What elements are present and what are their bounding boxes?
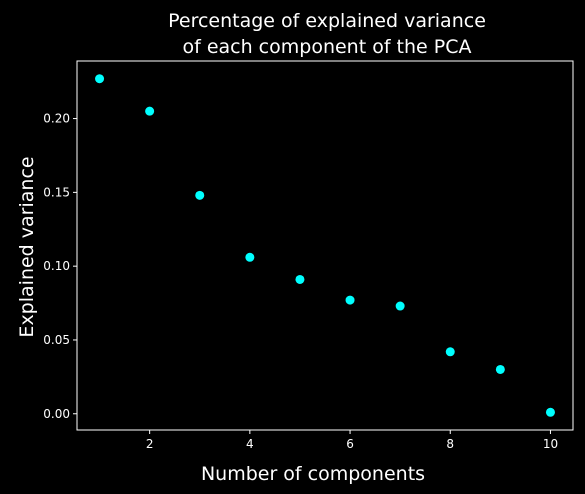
plot-area-frame	[76, 60, 574, 431]
data-point	[245, 252, 255, 262]
ticks-layer: 2 4 6 8 10 0.00 0.05 0.10 0.15 0.20	[43, 112, 558, 451]
x-tick-label: 2	[146, 437, 154, 451]
y-axis-label: Explained variance	[16, 156, 38, 337]
y-tick-label: 0.20	[43, 112, 70, 126]
data-point	[145, 106, 155, 116]
y-tick-label: 0.05	[43, 333, 70, 347]
y-tick-label: 0.10	[43, 259, 70, 273]
data-point	[295, 274, 305, 284]
data-point	[345, 295, 355, 305]
chart-title-line-1: Percentage of explained variance	[168, 10, 486, 32]
y-tick-label: 0.00	[43, 407, 70, 421]
data-point	[545, 407, 555, 417]
data-point	[395, 301, 405, 311]
data-point	[495, 364, 505, 374]
data-point	[445, 347, 455, 357]
y-tick-label: 0.15	[43, 185, 70, 199]
x-tick-label: 10	[543, 437, 558, 451]
data-point	[95, 74, 105, 84]
x-tick-label: 4	[246, 437, 254, 451]
points-layer	[95, 74, 555, 417]
data-point	[195, 190, 205, 200]
chart-title-line-2: of each component of the PCA	[182, 36, 471, 58]
x-axis-label: Number of components	[201, 463, 425, 485]
x-tick-label: 8	[446, 437, 454, 451]
x-tick-label: 6	[346, 437, 354, 451]
